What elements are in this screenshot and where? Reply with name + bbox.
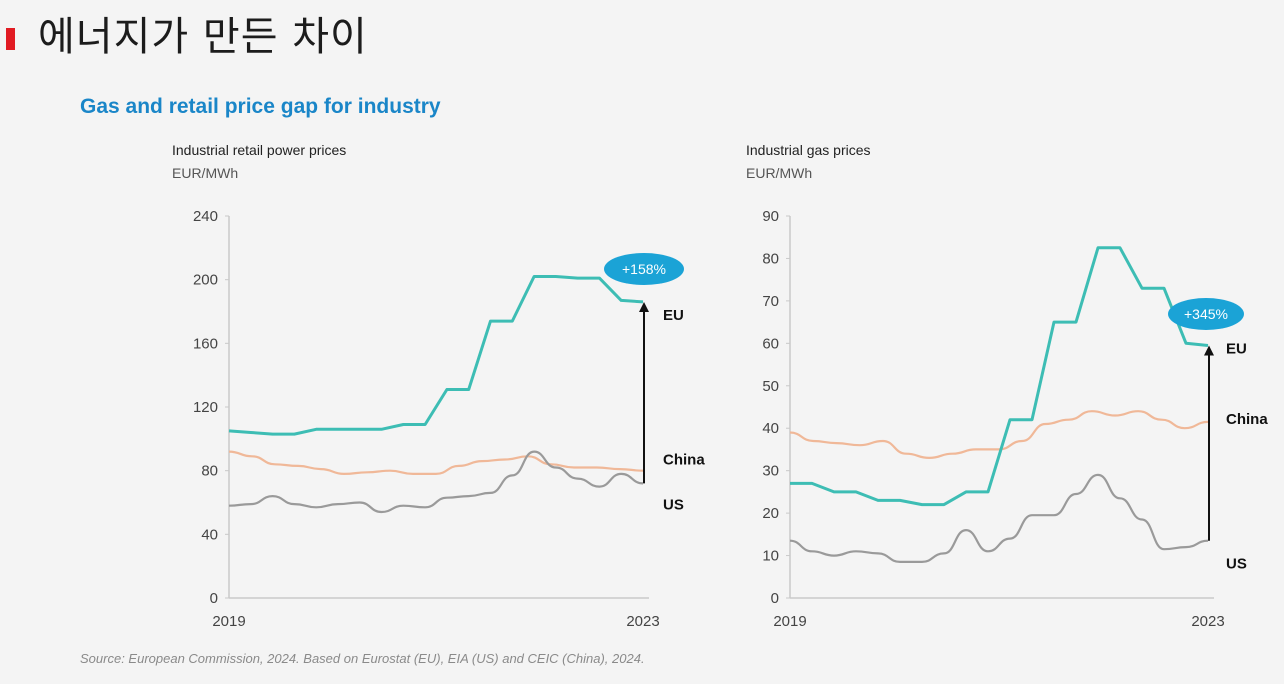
x-tick-label: 2023 [1191, 613, 1224, 630]
source-note: Source: European Commission, 2024. Based… [80, 651, 645, 666]
y-tick-label: 90 [762, 208, 779, 225]
gap-arrow-head [639, 301, 649, 312]
x-tick-label: 2019 [212, 613, 245, 630]
y-tick-label: 80 [762, 250, 779, 267]
series-line-eu [790, 246, 1209, 507]
series-line-eu [228, 275, 644, 436]
series-label-us: US [1226, 556, 1247, 573]
series-label-china: China [1226, 411, 1268, 428]
gap-badge-label: +158% [622, 261, 666, 277]
y-tick-label: 20 [762, 505, 779, 522]
title-accent-bar [6, 28, 15, 50]
series-label-us: US [663, 496, 684, 513]
section-title: Gas and retail price gap for industry [80, 95, 441, 118]
series-label-eu: EU [663, 307, 684, 324]
series-line-china [789, 410, 1209, 459]
y-tick-label: 30 [762, 463, 779, 480]
series-line-us [789, 473, 1209, 564]
right-chart-title: Industrial gas prices [746, 142, 871, 158]
y-tick-label: 50 [762, 378, 779, 395]
y-tick-label: 10 [762, 548, 779, 565]
right-chart-unit: EUR/MWh [746, 165, 813, 181]
gap-badge [604, 253, 684, 285]
series-label-china: China [663, 452, 705, 469]
series-line-us [228, 450, 644, 514]
gap-badge [1168, 298, 1244, 330]
y-tick-label: 40 [762, 420, 779, 437]
slide-title: 에너지가 만든 차이 [38, 14, 368, 60]
y-tick-label: 120 [193, 399, 218, 416]
y-tick-label: 240 [193, 208, 218, 225]
series-line-china [228, 450, 644, 475]
y-tick-label: 70 [762, 293, 779, 310]
y-tick-label: 80 [201, 463, 218, 480]
y-tick-label: 160 [193, 335, 218, 352]
left-chart-unit: EUR/MWh [172, 165, 239, 181]
y-tick-label: 200 [193, 272, 218, 289]
series-label-eu: EU [1226, 340, 1247, 357]
y-tick-label: 0 [210, 590, 218, 607]
y-tick-label: 40 [201, 526, 218, 543]
gap-badge-label: +345% [1184, 306, 1228, 322]
gap-arrow-head [1204, 345, 1214, 356]
left-chart-title: Industrial retail power prices [172, 142, 347, 158]
y-tick-label: 60 [762, 335, 779, 352]
x-tick-label: 2023 [626, 613, 659, 630]
x-tick-label: 2019 [773, 613, 806, 630]
y-tick-label: 0 [771, 590, 779, 607]
